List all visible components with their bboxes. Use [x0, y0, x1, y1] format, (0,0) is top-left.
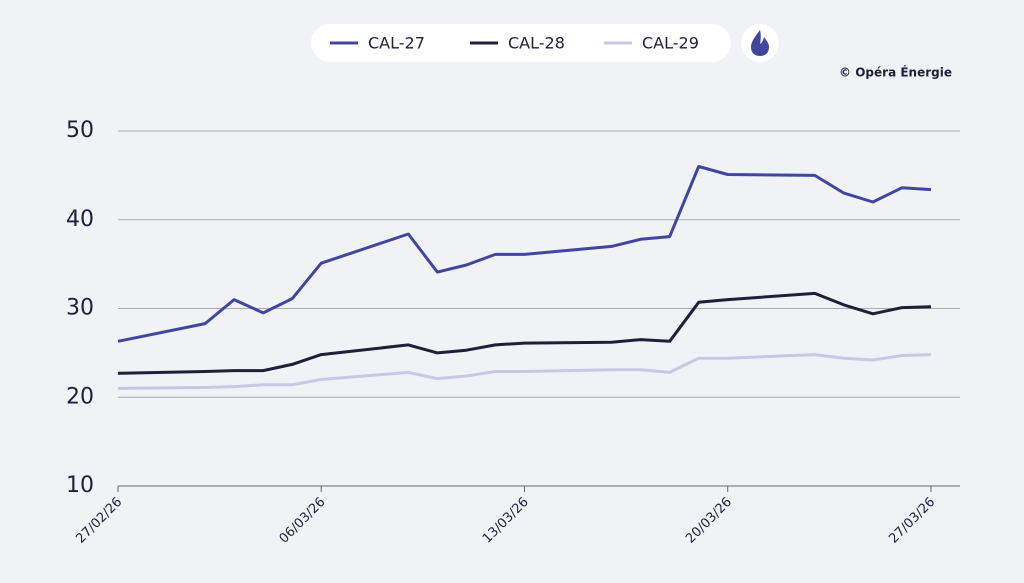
y-tick-label: 30	[66, 296, 94, 321]
flame-icon	[751, 30, 769, 56]
legend	[311, 24, 731, 62]
y-tick-label: 50	[66, 118, 94, 143]
credit: © Opéra Énergie	[839, 65, 952, 80]
series-line	[117, 353, 932, 390]
series-line	[117, 165, 932, 343]
legend-label: CAL-27	[368, 34, 425, 53]
y-tick-label: 20	[66, 384, 94, 409]
series-line	[117, 291, 932, 375]
y-tick-label: 10	[66, 473, 94, 498]
legend-label: CAL-28	[508, 34, 565, 53]
legend-label: CAL-29	[642, 34, 699, 53]
y-tick-label: 40	[66, 207, 94, 232]
